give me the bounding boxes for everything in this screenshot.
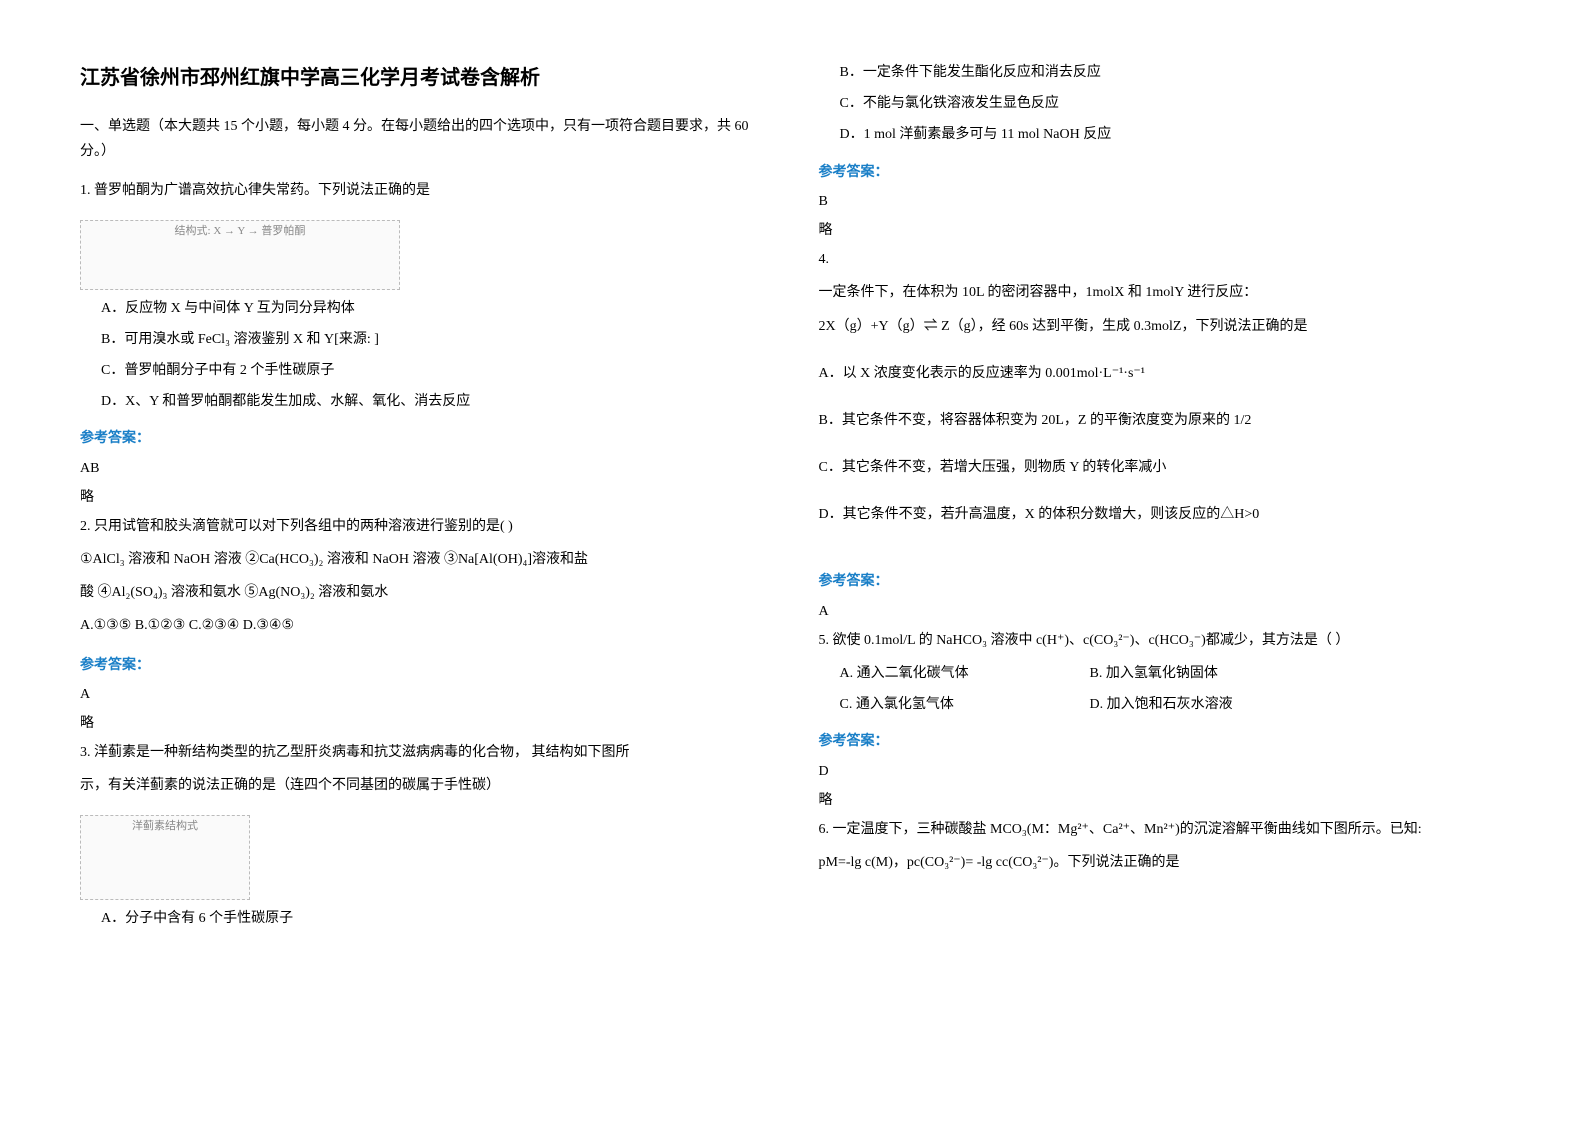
q4-stem-tail: ，经 60s 达到平衡，生成 0.3molZ，下列说法正确的是 [978,319,1308,334]
q2-stem: 2. 只用试管和胶头滴管就可以对下列各组中的两种溶液进行鉴别的是( ) [80,514,769,539]
q1-structure-image: 结构式: X → Y → 普罗帕酮 [80,218,769,290]
q4-stem-2: 2X（g）+Y（g）⇌ Z（g），经 60s 达到平衡，生成 0.3molZ，下… [819,314,1508,339]
molecule-image-icon: 洋蓟素结构式 [80,815,250,900]
q5-options-row-2: C. 通入氯化氢气体 D. 加入饱和石灰水溶液 [840,692,1508,717]
q4-stem-1: 一定条件下，在体积为 10L 的密闭容器中，1molX 和 1molY 进行反应… [819,280,1508,305]
q5-options-row-1: A. 通入二氧化碳气体 B. 加入氢氧化钠固体 [840,661,1508,686]
q3-stem-2: 示，有关洋蓟素的说法正确的是（连四个不同基团的碳属于手性碳） [80,773,769,798]
q1-option-d: D．X、Y 和普罗帕酮都能发生加成、水解、氧化、消去反应 [101,389,769,414]
q5-option-a: A. 通入二氧化碳气体 [840,661,1060,686]
q3-structure-image: 洋蓟素结构式 [80,813,769,900]
q1-option-a: A．反应物 X 与中间体 Y 互为同分异构体 [101,296,769,321]
q2-line1: ①AlCl₃ 溶液和 NaOH 溶液 ②Ca(HCO₃)₂ 溶液和 NaOH 溶… [80,547,769,572]
q4-answer-value: A [819,599,1508,624]
section-header: 一、单选题（本大题共 15 个小题，每小题 4 分。在每小题给出的四个选项中，只… [80,114,769,164]
q5-option-d: D. 加入饱和石灰水溶液 [1090,692,1233,717]
q3-answer-value: B [819,189,1508,214]
q6-stem-2: pM=-lg c(M)，pc(CO₃²⁻)= -lg cc(CO₃²⁻)。下列说… [819,850,1508,875]
q5-answer-value: D [819,759,1508,784]
q5-answer-label: 参考答案： [819,729,1508,754]
exam-title: 江苏省徐州市邳州红旗中学高三化学月考试卷含解析 [80,60,769,96]
q4-option-b: B．其它条件不变，将容器体积变为 20L，Z 的平衡浓度变为原来的 1/2 [819,408,1508,433]
q1-option-b: B．可用溴水或 FeCl₃ 溶液鉴别 X 和 Y[来源: ] [101,327,769,352]
left-column: 江苏省徐州市邳州红旗中学高三化学月考试卷含解析 一、单选题（本大题共 15 个小… [80,60,769,1062]
q4-option-c: C．其它条件不变，若增大压强，则物质 Y 的转化率减小 [819,455,1508,480]
right-column: B．一定条件下能发生酯化反应和消去反应 C．不能与氯化铁溶液发生显色反应 D．1… [819,60,1508,1062]
q2-answer-label: 参考答案： [80,653,769,678]
q4-equation: 2X（g）+Y（g）⇌ Z（g） [819,319,978,334]
q5-stem: 5. 欲使 0.1mol/L 的 NaHCO₃ 溶液中 c(H⁺)、c(CO₃²… [819,628,1508,653]
q3-option-d: D．1 mol 洋蓟素最多可与 11 mol NaOH 反应 [840,122,1508,147]
q1-answer-value: AB [80,456,769,481]
q5-option-c: C. 通入氯化氢气体 [840,692,1060,717]
q2-answer-note: 略 [80,711,769,736]
q1-answer-note: 略 [80,485,769,510]
q2-answer-value: A [80,682,769,707]
q4-option-d: D．其它条件不变，若升高温度，X 的体积分数增大，则该反应的△H>0 [819,502,1508,527]
q3-option-b: B．一定条件下能发生酯化反应和消去反应 [840,60,1508,85]
q1-answer-label: 参考答案： [80,426,769,451]
q5-answer-note: 略 [819,788,1508,813]
q2-options: A.①③⑤ B.①②③ C.②③④ D.③④⑤ [80,613,769,638]
q1-stem: 1. 普罗帕酮为广谱高效抗心律失常药。下列说法正确的是 [80,178,769,203]
q4-option-a: A．以 X 浓度变化表示的反应速率为 0.001mol·L⁻¹·s⁻¹ [819,361,1508,386]
q3-option-c: C．不能与氯化铁溶液发生显色反应 [840,91,1508,116]
structure-image-icon: 结构式: X → Y → 普罗帕酮 [80,220,400,290]
q3-answer-note: 略 [819,218,1508,243]
q6-stem-1: 6. 一定温度下，三种碳酸盐 MCO₃(M：Mg²⁺、Ca²⁺、Mn²⁺)的沉淀… [819,817,1508,842]
q5-option-b: B. 加入氢氧化钠固体 [1090,661,1218,686]
q4-answer-label: 参考答案： [819,569,1508,594]
q3-answer-label: 参考答案： [819,160,1508,185]
q3-stem-1: 3. 洋蓟素是一种新结构类型的抗乙型肝炎病毒和抗艾滋病病毒的化合物， 其结构如下… [80,740,769,765]
q3-option-a: A．分子中含有 6 个手性碳原子 [101,906,769,931]
q1-option-c: C．普罗帕酮分子中有 2 个手性碳原子 [101,358,769,383]
q2-line2: 酸 ④Al₂(SO₄)₃ 溶液和氨水 ⑤Ag(NO₃)₂ 溶液和氨水 [80,580,769,605]
q4-number: 4. [819,247,1508,272]
